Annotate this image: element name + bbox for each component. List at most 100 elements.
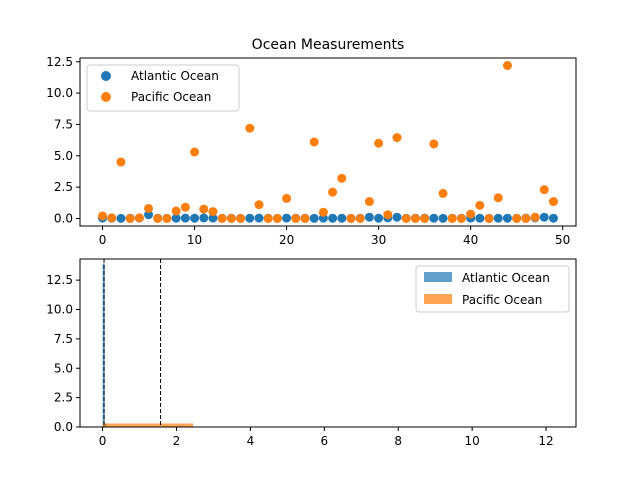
- histogram-x-tick-label: 12: [538, 434, 553, 448]
- scatter-point-atlantic: [548, 213, 558, 223]
- scatter-point-pacific: [116, 157, 126, 167]
- scatter-point-pacific: [530, 212, 540, 222]
- legend-marker-atlantic: [101, 71, 111, 81]
- histogram-legend: Atlantic Ocean Pacific Ocean: [415, 265, 570, 313]
- scatter-y-tick-label: 0.0: [54, 211, 73, 225]
- scatter-point-pacific: [392, 133, 402, 143]
- scatter-point-pacific: [447, 213, 457, 223]
- scatter-point-pacific: [429, 139, 439, 149]
- legend-label-atlantic: Atlantic Ocean: [462, 271, 550, 285]
- histogram-x-tick-label: 0: [99, 434, 107, 448]
- histogram-y-tick-label: 12.5: [46, 273, 73, 287]
- scatter-point-pacific: [263, 213, 273, 223]
- scatter-y-tick-label: 7.5: [54, 117, 73, 131]
- scatter-point-pacific: [484, 213, 494, 223]
- scatter-point-atlantic: [309, 213, 319, 223]
- histogram-x-axis: 0 2 4 6 8 10 12: [99, 427, 554, 448]
- scatter-point-atlantic: [438, 213, 448, 223]
- scatter-axes: Ocean Measurements 0 10 20 30 40 50 0.0 2.5 5.0…: [46, 37, 577, 247]
- scatter-marks: [98, 61, 558, 223]
- scatter-point-pacific: [401, 213, 411, 223]
- scatter-point-pacific: [282, 193, 292, 203]
- scatter-point-pacific: [125, 213, 135, 223]
- scatter-point-pacific: [456, 213, 466, 223]
- scatter-point-pacific: [383, 210, 393, 220]
- scatter-point-pacific: [548, 197, 558, 207]
- scatter-point-pacific: [107, 213, 117, 223]
- histogram-x-tick-label: 6: [320, 434, 328, 448]
- scatter-point-pacific: [217, 213, 227, 223]
- scatter-point-pacific: [300, 213, 310, 223]
- scatter-legend: Atlantic Ocean Pacific Ocean: [86, 64, 240, 112]
- histogram-y-tick-label: 0.0: [54, 420, 73, 434]
- scatter-point-atlantic: [539, 212, 549, 222]
- scatter-point-pacific: [144, 203, 154, 213]
- histogram-x-tick-label: 8: [394, 434, 402, 448]
- scatter-point-atlantic: [502, 213, 512, 223]
- scatter-point-pacific: [245, 123, 255, 133]
- scatter-x-tick-label: 40: [463, 233, 478, 247]
- scatter-point-atlantic: [374, 213, 384, 223]
- scatter-point-atlantic: [364, 212, 374, 222]
- scatter-point-pacific: [539, 185, 549, 195]
- scatter-y-tick-label: 12.5: [46, 55, 73, 69]
- scatter-point-pacific: [226, 213, 236, 223]
- scatter-y-axis: 0.0 2.5 5.0 7.5 10.0 12.5: [46, 55, 80, 225]
- histogram-bar-pacific: [102, 423, 194, 427]
- legend-box: [86, 64, 240, 112]
- histogram-axes: 0 2 4 6 8 10 12 0.0 2.5 5.0 7.5 10.0 12.5 Atlantic …: [46, 258, 577, 448]
- scatter-point-pacific: [318, 207, 328, 217]
- legend-marker-pacific: [101, 92, 111, 102]
- scatter-point-pacific: [134, 213, 144, 223]
- scatter-x-axis: 0 10 20 30 40 50: [99, 226, 570, 247]
- scatter-x-tick-label: 0: [99, 233, 107, 247]
- histogram-x-tick-label: 2: [173, 434, 181, 448]
- histogram-y-tick-label: 7.5: [54, 332, 73, 346]
- scatter-point-atlantic: [171, 213, 181, 223]
- legend-swatch-atlantic: [424, 272, 452, 282]
- chart-title: Ocean Measurements: [252, 37, 405, 53]
- scatter-point-atlantic: [337, 213, 347, 223]
- scatter-frame: [79, 57, 577, 227]
- scatter-point-atlantic: [392, 212, 402, 222]
- scatter-point-atlantic: [144, 210, 154, 220]
- scatter-point-pacific: [180, 202, 190, 212]
- histogram-y-axis: 0.0 2.5 5.0 7.5 10.0 12.5: [46, 273, 80, 434]
- scatter-point-pacific: [521, 213, 531, 223]
- scatter-point-pacific: [337, 173, 347, 183]
- histogram-y-tick-label: 5.0: [54, 361, 73, 375]
- scatter-point-pacific: [208, 207, 218, 217]
- scatter-point-pacific: [410, 213, 420, 223]
- scatter-point-atlantic: [180, 213, 190, 223]
- scatter-point-pacific: [171, 206, 181, 216]
- scatter-point-pacific: [328, 187, 338, 197]
- histogram-marks: [102, 259, 194, 427]
- scatter-point-atlantic: [245, 213, 255, 223]
- scatter-point-atlantic: [475, 213, 485, 223]
- scatter-point-atlantic: [429, 213, 439, 223]
- legend-label-pacific: Pacific Ocean: [131, 90, 211, 104]
- scatter-point-pacific: [98, 211, 108, 221]
- scatter-point-pacific: [153, 213, 163, 223]
- histogram-y-tick-label: 10.0: [46, 303, 73, 317]
- scatter-point-atlantic: [190, 213, 200, 223]
- scatter-point-pacific: [199, 204, 209, 214]
- legend-label-pacific: Pacific Ocean: [462, 293, 542, 307]
- scatter-point-pacific: [254, 200, 264, 210]
- scatter-point-pacific: [475, 200, 485, 210]
- scatter-x-tick-label: 20: [279, 233, 294, 247]
- histogram-frame: [79, 258, 577, 428]
- scatter-point-pacific: [364, 197, 374, 207]
- scatter-y-tick-label: 5.0: [54, 149, 73, 163]
- scatter-point-pacific: [291, 213, 301, 223]
- scatter-point-pacific: [512, 213, 522, 223]
- scatter-point-pacific: [236, 213, 246, 223]
- scatter-x-tick-label: 10: [187, 233, 202, 247]
- scatter-point-atlantic: [208, 213, 218, 223]
- histogram-x-tick-label: 4: [247, 434, 255, 448]
- scatter-point-pacific: [355, 213, 365, 223]
- scatter-point-pacific: [272, 213, 282, 223]
- scatter-point-atlantic: [282, 213, 292, 223]
- scatter-y-tick-label: 2.5: [54, 180, 73, 194]
- scatter-x-tick-label: 30: [371, 233, 386, 247]
